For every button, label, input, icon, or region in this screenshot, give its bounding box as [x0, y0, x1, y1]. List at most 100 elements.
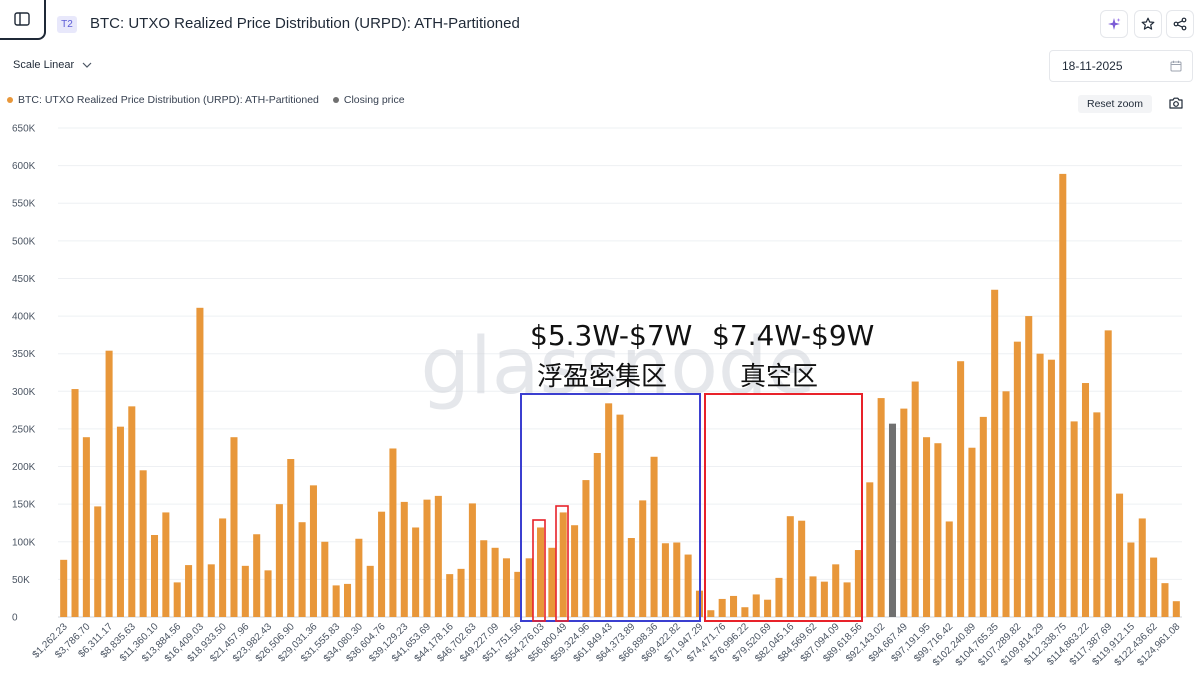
bar[interactable] — [264, 570, 272, 617]
bar[interactable] — [820, 581, 828, 617]
bar[interactable] — [389, 448, 397, 617]
share-button[interactable] — [1166, 10, 1194, 38]
bar[interactable] — [764, 599, 772, 617]
bar[interactable] — [94, 506, 102, 617]
bar[interactable] — [502, 558, 510, 617]
bar[interactable] — [105, 350, 113, 617]
bar[interactable] — [275, 504, 283, 617]
bar[interactable] — [832, 564, 840, 617]
bar[interactable] — [230, 437, 238, 617]
bar[interactable] — [400, 501, 408, 617]
bar[interactable] — [866, 482, 874, 617]
bar[interactable] — [1127, 542, 1135, 617]
sidebar-toggle-button[interactable] — [0, 0, 46, 40]
bar[interactable] — [480, 540, 488, 617]
bar[interactable] — [219, 518, 227, 617]
bar[interactable] — [1093, 412, 1101, 617]
bar[interactable] — [900, 408, 908, 617]
bar[interactable] — [298, 522, 306, 617]
bar[interactable] — [1059, 173, 1067, 617]
bar[interactable] — [378, 511, 386, 617]
bar[interactable] — [661, 543, 669, 617]
bar[interactable] — [434, 495, 442, 617]
bar[interactable] — [412, 527, 420, 617]
bar[interactable] — [82, 437, 90, 617]
bar[interactable] — [1116, 493, 1124, 617]
bar[interactable] — [1002, 391, 1010, 617]
bar[interactable] — [1025, 316, 1033, 617]
bar[interactable] — [923, 437, 931, 617]
bar[interactable] — [582, 480, 590, 617]
bar[interactable] — [332, 585, 340, 617]
bar[interactable] — [605, 403, 613, 617]
bar[interactable] — [491, 547, 499, 617]
bar[interactable] — [991, 289, 999, 617]
bar[interactable] — [639, 500, 647, 617]
bar[interactable] — [911, 381, 919, 617]
bar[interactable] — [673, 542, 681, 617]
favorite-button[interactable] — [1134, 10, 1162, 38]
bar[interactable] — [934, 443, 942, 617]
bar[interactable] — [60, 559, 68, 617]
legend-item-urpd[interactable]: BTC: UTXO Realized Price Distribution (U… — [7, 94, 319, 106]
bar[interactable] — [752, 594, 760, 617]
bar[interactable] — [627, 538, 635, 617]
bar[interactable] — [1138, 518, 1146, 617]
bar[interactable] — [196, 307, 204, 617]
bar[interactable] — [786, 516, 794, 617]
scale-select[interactable]: Scale Linear — [13, 59, 92, 71]
bar[interactable] — [537, 527, 545, 617]
bar[interactable] — [71, 389, 79, 617]
bar[interactable] — [707, 610, 715, 617]
bar[interactable] — [1013, 341, 1021, 617]
bar[interactable] — [718, 598, 726, 617]
bar[interactable] — [1104, 330, 1112, 617]
bar[interactable] — [1081, 383, 1090, 617]
bar[interactable] — [457, 568, 465, 617]
bar[interactable] — [957, 361, 965, 617]
bar[interactable] — [1036, 353, 1044, 617]
bar[interactable] — [309, 485, 317, 617]
bar[interactable] — [684, 554, 692, 617]
reset-zoom-button[interactable]: Reset zoom — [1078, 95, 1152, 113]
closing-price-bar[interactable] — [888, 423, 897, 617]
bar[interactable] — [173, 582, 181, 617]
bar[interactable] — [968, 447, 976, 617]
bar[interactable] — [741, 607, 749, 617]
bar[interactable] — [355, 538, 363, 617]
bar[interactable] — [548, 547, 556, 617]
bar[interactable] — [287, 459, 295, 617]
bar[interactable] — [446, 574, 454, 617]
bar[interactable] — [468, 503, 476, 617]
bar[interactable] — [945, 521, 953, 617]
bar[interactable] — [423, 499, 431, 617]
bar[interactable] — [116, 426, 124, 617]
bar[interactable] — [616, 414, 624, 617]
bar[interactable] — [185, 565, 193, 617]
bar[interactable] — [207, 564, 215, 617]
bar[interactable] — [809, 576, 817, 617]
bar[interactable] — [150, 535, 159, 617]
legend-item-closing-price[interactable]: Closing price — [332, 94, 405, 106]
bar[interactable] — [128, 406, 136, 617]
bar[interactable] — [162, 512, 170, 617]
bar[interactable] — [1047, 359, 1055, 617]
bar[interactable] — [593, 453, 601, 617]
bar[interactable] — [775, 577, 783, 617]
bar[interactable] — [525, 558, 533, 617]
bar[interactable] — [798, 520, 806, 617]
bar[interactable] — [1172, 601, 1180, 617]
date-input[interactable]: 18-11-2025 — [1049, 50, 1193, 82]
bar[interactable] — [1161, 583, 1169, 617]
bar[interactable] — [1150, 557, 1158, 617]
ai-assist-button[interactable] — [1100, 10, 1128, 38]
bar[interactable] — [344, 583, 352, 617]
bar[interactable] — [241, 565, 249, 617]
bar[interactable] — [877, 398, 885, 617]
bar[interactable] — [559, 512, 567, 617]
camera-icon[interactable] — [1168, 96, 1184, 110]
bar[interactable] — [514, 571, 522, 617]
bar[interactable] — [253, 534, 261, 617]
bar[interactable] — [843, 582, 851, 617]
bar[interactable] — [139, 470, 147, 617]
